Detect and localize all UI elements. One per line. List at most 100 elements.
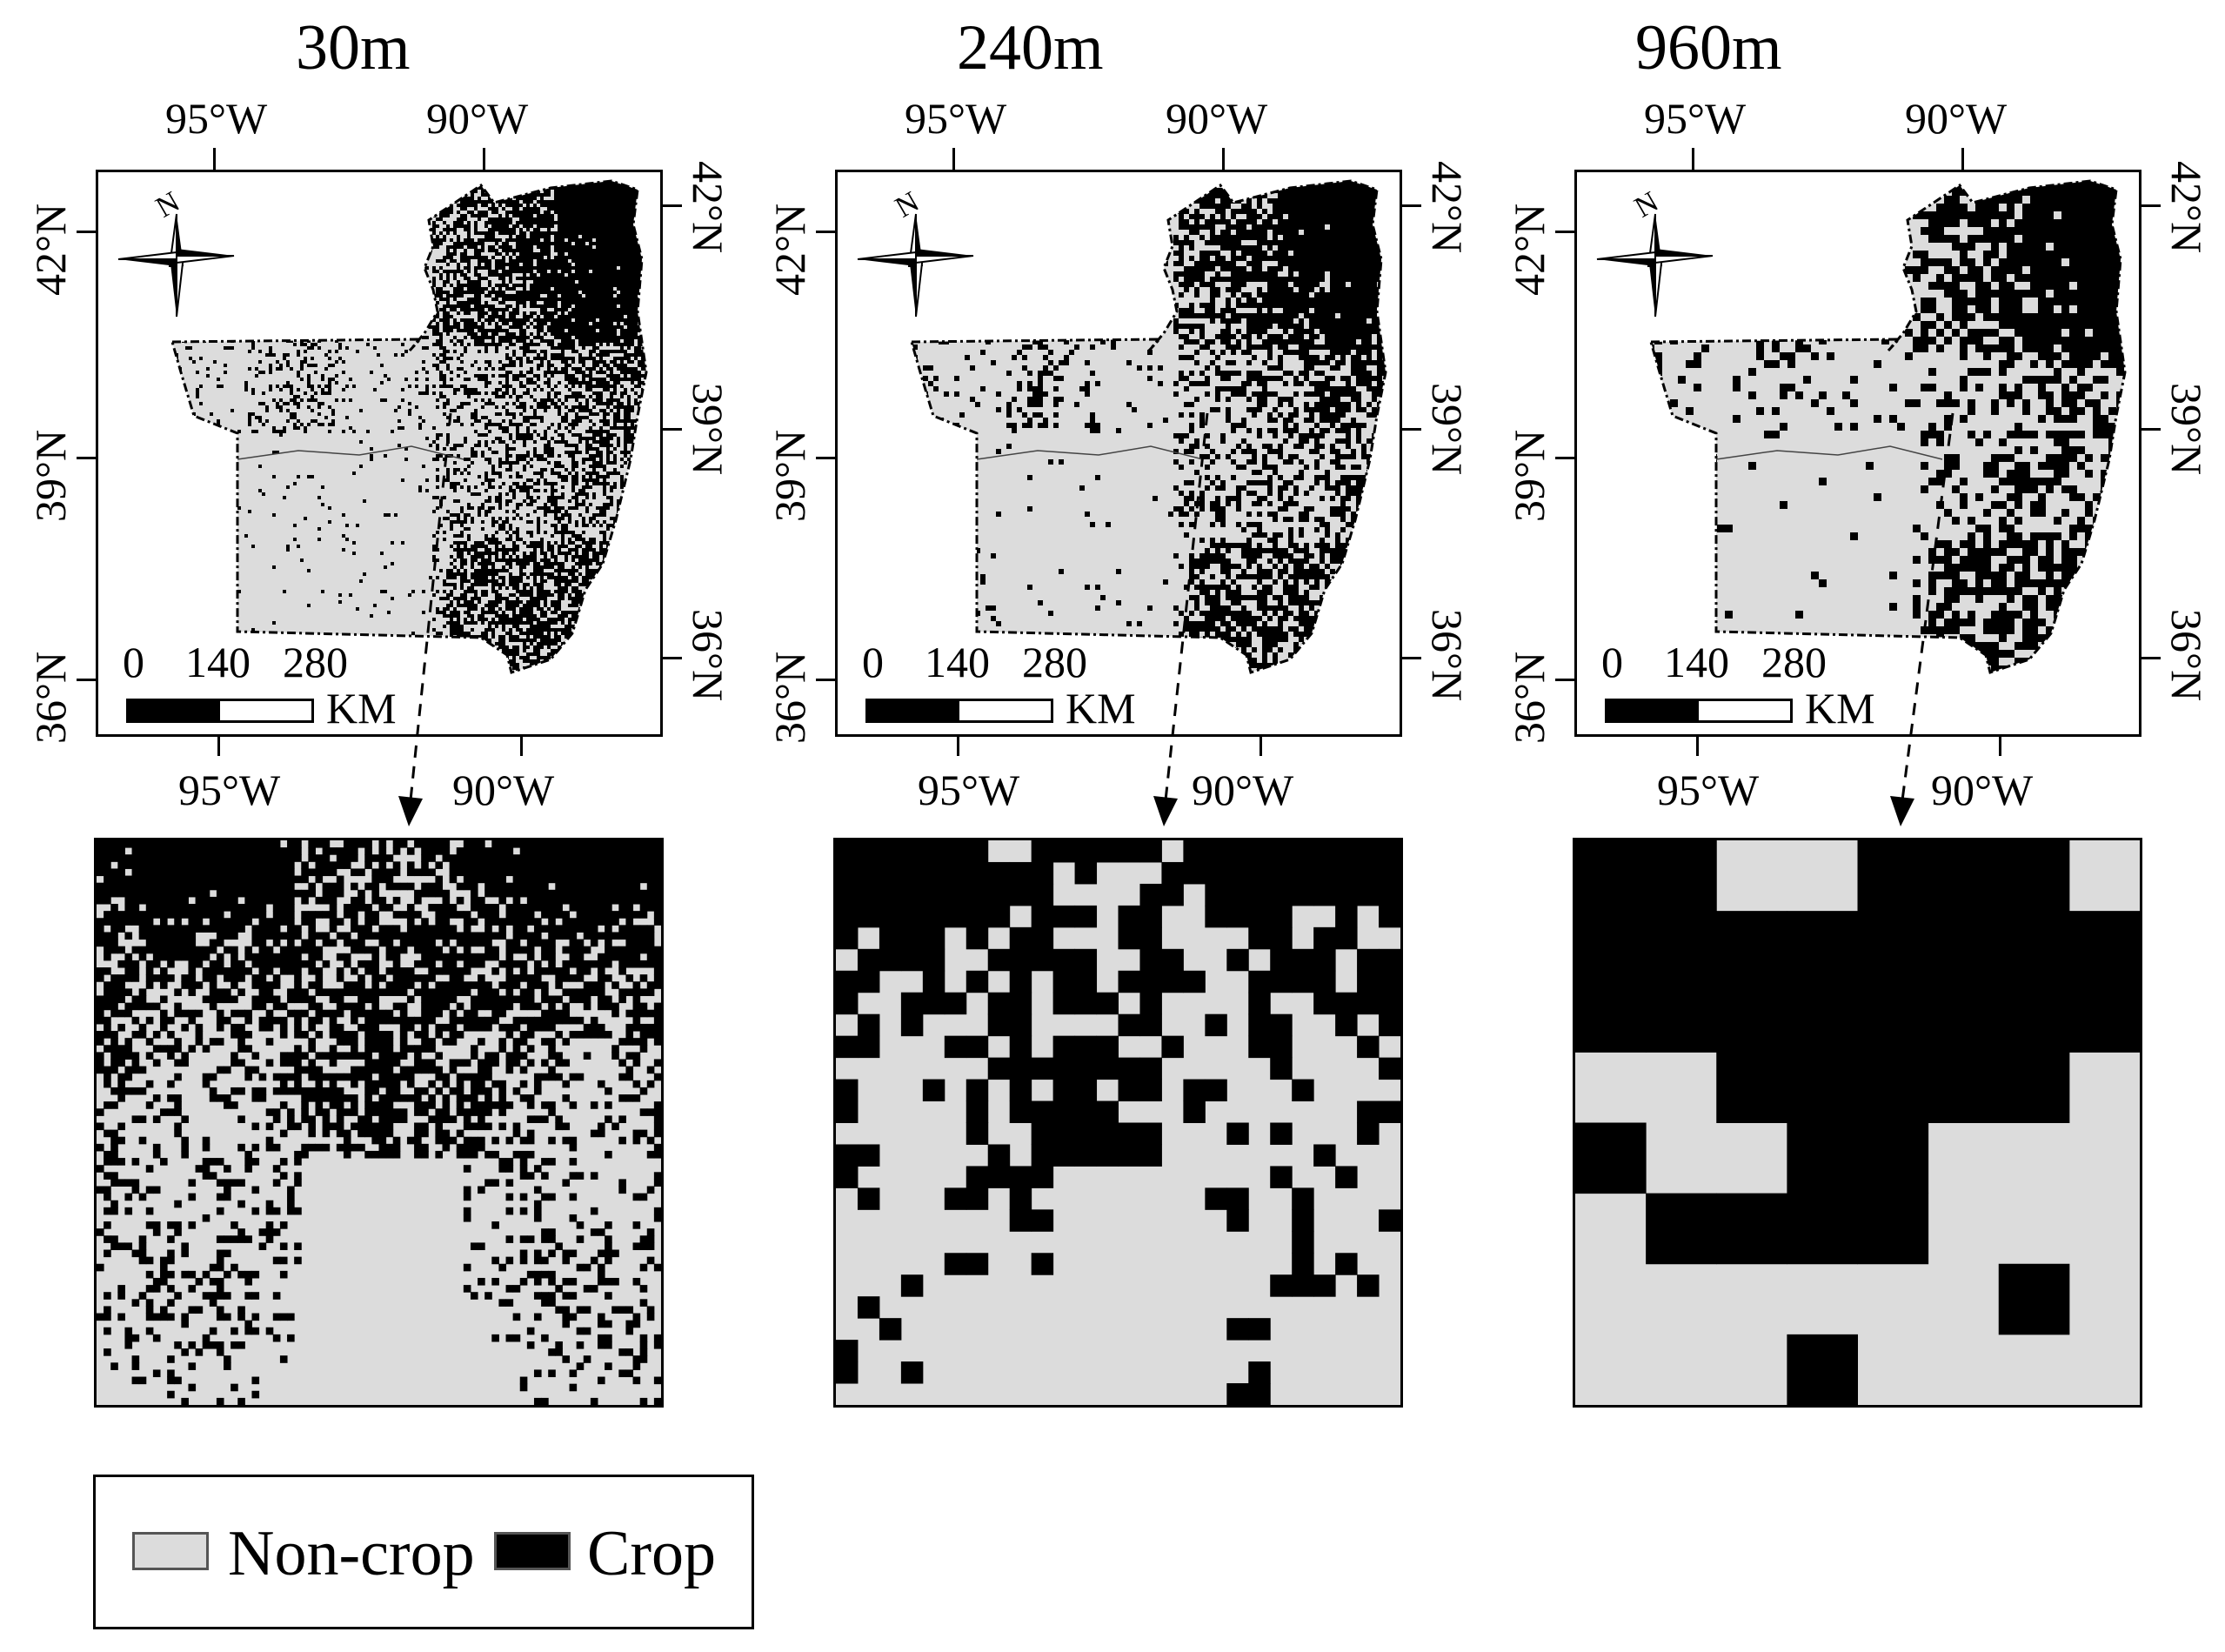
crop-pixel: [603, 259, 606, 263]
crop-pixel: [488, 402, 491, 405]
crop-pixel: [387, 204, 391, 207]
crop-pixel: [599, 186, 603, 190]
crop-pixel: [648, 308, 651, 311]
crop-pixel: [457, 224, 460, 228]
crop-pixel: [620, 228, 624, 231]
crop-pixel: [304, 238, 307, 242]
crop-pixel: [568, 291, 571, 294]
crop-pixel: [349, 214, 352, 217]
crop-pixel: [554, 231, 558, 235]
crop-pixel: [533, 298, 537, 301]
crop-pixel: [530, 332, 533, 336]
crop-pixel: [645, 402, 646, 405]
crop-pixel: [585, 249, 589, 252]
crop-pixel: [457, 211, 460, 214]
crop-pixel: [547, 211, 551, 214]
crop-pixel: [648, 190, 651, 193]
crop-pixel: [578, 294, 582, 298]
crop-pixel: [558, 315, 561, 318]
crop-pixel: [377, 200, 380, 204]
crop-pixel: [613, 256, 617, 259]
crop-pixel: [349, 242, 352, 245]
crop-pixel: [460, 353, 464, 357]
crop-pixel: [561, 176, 565, 179]
crop-pixel: [342, 214, 345, 217]
crop-pixel: [304, 172, 307, 176]
crop-pixel: [467, 332, 471, 336]
crop-pixel: [505, 304, 509, 308]
crop-pixel: [533, 398, 537, 402]
crop-pixel: [498, 461, 502, 465]
crop-pixel: [439, 332, 443, 336]
crop-pixel: [592, 346, 596, 350]
crop-pixel: [175, 329, 178, 332]
crop-pixel: [627, 419, 631, 423]
crop-pixel: [481, 308, 484, 311]
crop-pixel: [617, 235, 620, 238]
crop-pixel: [311, 256, 314, 259]
crop-pixel: [575, 231, 578, 235]
crop-pixel: [648, 430, 651, 433]
crop-pixel: [565, 451, 568, 454]
crop-pixel: [471, 298, 474, 301]
lon-tick: [213, 148, 216, 170]
crop-pixel: [491, 298, 495, 301]
crop-pixel: [526, 378, 530, 381]
crop-pixel: [599, 238, 603, 242]
crop-pixel: [631, 478, 634, 482]
crop-pixel: [578, 207, 582, 211]
crop-pixel: [613, 259, 617, 263]
crop-pixel: [450, 339, 453, 343]
crop-pixel: [620, 193, 624, 197]
crop-pixel: [519, 214, 523, 217]
crop-pixel: [561, 186, 565, 190]
crop-pixel: [530, 217, 533, 221]
crop-pixel: [648, 217, 651, 221]
crop-pixel: [175, 391, 178, 395]
crop-pixel: [279, 217, 283, 221]
crop-pixel: [547, 181, 551, 183]
crop-pixel: [565, 444, 568, 447]
crop-pixel: [484, 235, 488, 238]
crop-pixel: [436, 343, 439, 346]
crop-pixel: [523, 339, 526, 343]
crop-pixel: [505, 520, 509, 524]
crop-pixel: [620, 221, 624, 224]
crop-pixel: [505, 200, 509, 204]
crop-pixel: [551, 482, 554, 485]
crop-pixel: [523, 343, 526, 346]
crop-pixel: [530, 437, 533, 440]
crop-pixel: [185, 412, 189, 416]
crop-pixel: [596, 221, 599, 224]
crop-pixel: [631, 214, 634, 217]
crop-pixel: [474, 266, 478, 270]
crop-pixel: [651, 472, 655, 475]
crop-pixel: [645, 440, 646, 444]
crop-pixel: [613, 325, 617, 329]
crop-pixel: [651, 364, 655, 367]
crop-pixel: [418, 277, 422, 280]
crop-pixel: [554, 266, 558, 270]
crop-pixel: [575, 465, 578, 468]
crop-pixel: [474, 325, 478, 329]
crop-pixel: [561, 360, 565, 364]
crop-pixel: [523, 350, 526, 353]
crop-pixel: [297, 475, 300, 478]
crop-pixel: [558, 266, 561, 270]
crop-pixel: [526, 183, 530, 186]
crop-pixel: [582, 263, 585, 266]
crop-pixel: [648, 277, 651, 280]
crop-pixel: [512, 311, 516, 315]
crop-pixel: [592, 357, 596, 360]
crop-pixel: [651, 280, 655, 284]
crop-pixel: [516, 398, 519, 402]
crop-pixel: [645, 214, 646, 217]
crop-pixel: [509, 231, 512, 235]
crop-pixel: [491, 211, 495, 214]
crop-pixel: [603, 318, 606, 322]
crop-pixel: [631, 287, 634, 291]
crop-pixel: [613, 360, 617, 364]
crop-pixel: [596, 287, 599, 291]
crop-pixel: [446, 332, 450, 336]
crop-pixel: [645, 193, 646, 197]
